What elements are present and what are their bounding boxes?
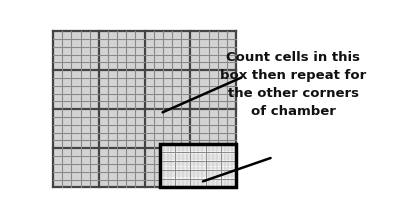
Bar bbox=[160, 144, 236, 187]
Bar bbox=[53, 31, 236, 187]
Bar bbox=[160, 144, 236, 187]
Text: Count cells in this
box then repeat for
the other corners
of chamber: Count cells in this box then repeat for … bbox=[220, 51, 366, 118]
